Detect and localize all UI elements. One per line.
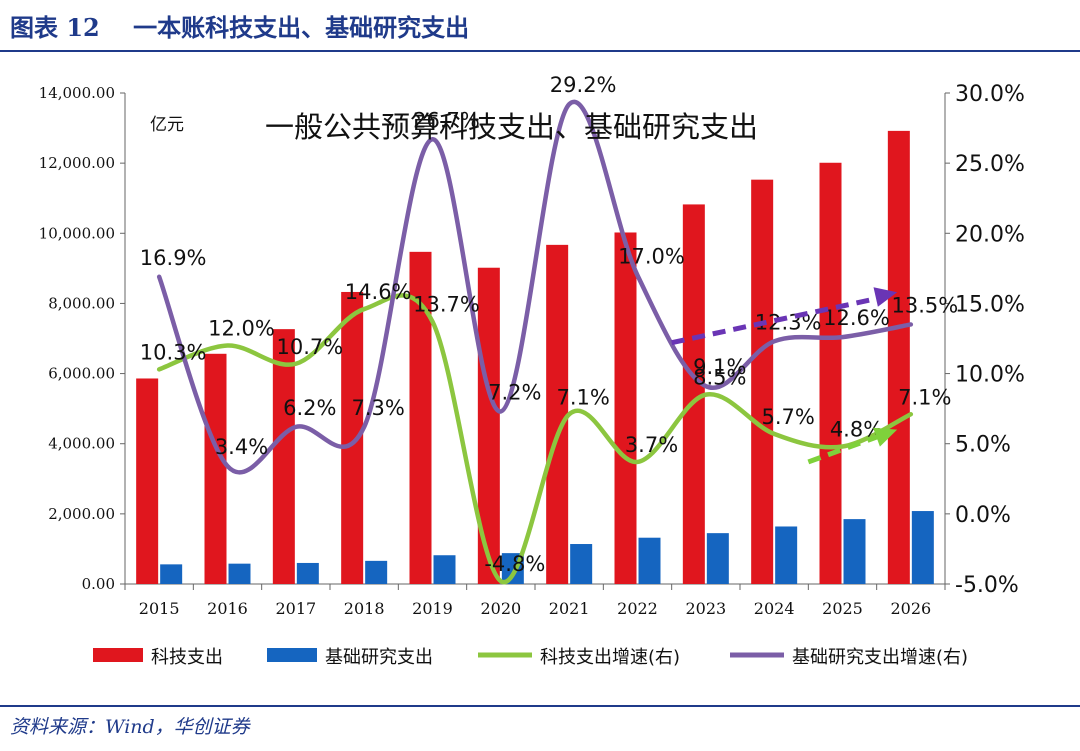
x-tick-label: 2018 xyxy=(344,599,385,618)
legend-label: 科技支出增速(右) xyxy=(540,647,680,668)
figure-title: 图表 12 一本账科技支出、基础研究支出 xyxy=(10,13,470,42)
data-label: 16.9% xyxy=(140,246,207,270)
bar-basic-research xyxy=(843,519,866,584)
y-tick-label-right: 5.0% xyxy=(955,433,1011,458)
x-tick-label: 2015 xyxy=(139,599,180,618)
data-label: 5.7% xyxy=(761,405,814,429)
bar-basic-research xyxy=(160,564,183,584)
line-tech-growth xyxy=(156,293,914,585)
x-tick-label: 2023 xyxy=(685,599,726,618)
bar-tech-spending xyxy=(751,179,774,584)
bar-tech-spending xyxy=(614,232,637,584)
x-tick-label: 2021 xyxy=(549,599,590,618)
y-tick-label-right: 10.0% xyxy=(955,363,1025,388)
header-rule xyxy=(0,50,1080,52)
data-label: 14.6% xyxy=(345,280,412,304)
bar-basic-research xyxy=(638,537,661,584)
line-research-growth xyxy=(156,99,914,475)
figure-header: 图表 12 一本账科技支出、基础研究支出 xyxy=(0,0,1080,50)
data-label: 7.1% xyxy=(556,385,609,409)
data-label: 12.6% xyxy=(823,306,890,330)
chart: 0.00 2,000.00 4,000.00 6,000.00 8,000.00 10,0… xyxy=(39,73,1025,668)
bar-basic-research xyxy=(570,544,593,584)
legend-label: 基础研究支出 xyxy=(325,647,433,668)
legend-swatch xyxy=(267,648,317,662)
y-tick-label-left: 10,000.00 xyxy=(39,224,115,242)
bar-tech-spending xyxy=(887,130,910,584)
trend-arrow-line xyxy=(807,432,885,465)
bar-tech-spending xyxy=(546,244,569,584)
x-tick-label: 2025 xyxy=(822,599,863,618)
x-tick-label: 2020 xyxy=(480,599,521,618)
data-label: 6.2% xyxy=(283,396,336,420)
data-label: 13.5% xyxy=(891,293,958,317)
y-tick-label-left: 6,000.00 xyxy=(48,365,115,383)
bar-basic-research xyxy=(775,526,798,584)
x-tick-label: 2019 xyxy=(412,599,453,618)
y-tick-label-left: 0.00 xyxy=(82,575,115,593)
chart-title: 一般公共预算科技支出、基础研究支出 xyxy=(265,110,758,144)
legend-swatch xyxy=(93,648,143,662)
data-label: 3.7% xyxy=(625,433,678,457)
footer-rule xyxy=(0,705,1080,707)
y-axis-unit: 亿元 xyxy=(150,115,184,135)
data-label: 26.7% xyxy=(413,108,480,132)
trend-arrow-head xyxy=(873,287,898,307)
trend-arrow-line xyxy=(671,294,884,346)
bar-tech-spending xyxy=(819,162,842,584)
data-label: 10.7% xyxy=(276,335,343,359)
bar-basic-research xyxy=(296,562,319,584)
y-tick-label-right: 20.0% xyxy=(955,222,1025,247)
trend-arrow-head xyxy=(873,427,898,447)
y-tick-label-left: 8,000.00 xyxy=(48,294,115,312)
bar-tech-spending xyxy=(204,353,227,584)
bar-tech-spending xyxy=(272,329,295,584)
data-label: 12.0% xyxy=(208,317,275,341)
x-tick-label: 2022 xyxy=(617,599,658,618)
bar-basic-research xyxy=(228,563,251,584)
bar-basic-research xyxy=(706,533,729,584)
data-label: 29.2% xyxy=(550,73,617,97)
data-label: 3.4% xyxy=(215,435,268,459)
x-tick-label: 2016 xyxy=(207,599,248,618)
figure-source: 资料来源：Wind，华创证券 xyxy=(10,716,250,738)
y-tick-label-right: 30.0% xyxy=(955,82,1025,107)
bar-tech-spending xyxy=(477,267,500,584)
bar-basic-research xyxy=(433,555,456,584)
y-tick-label-right: 25.0% xyxy=(955,152,1025,177)
data-label: 7.2% xyxy=(488,380,541,404)
data-label: 10.3% xyxy=(140,340,207,364)
y-tick-label-left: 12,000.00 xyxy=(39,154,115,172)
bar-tech-spending xyxy=(409,251,432,584)
data-label: 7.3% xyxy=(351,396,404,420)
legend-label: 科技支出 xyxy=(151,647,223,668)
bar-tech-spending xyxy=(682,204,705,584)
y-tick-label-right: 15.0% xyxy=(955,292,1025,317)
y-tick-label-left: 14,000.00 xyxy=(39,84,115,102)
data-label: -4.8% xyxy=(484,552,545,576)
bar-basic-research xyxy=(365,560,388,584)
data-label: 7.1% xyxy=(898,385,951,409)
data-label: 9.1% xyxy=(693,355,746,379)
data-label: 17.0% xyxy=(618,244,685,268)
data-label: 13.7% xyxy=(413,293,480,317)
x-tick-label: 2024 xyxy=(754,599,795,618)
y-tick-label-right: -5.0% xyxy=(955,573,1019,598)
x-tick-label: 2026 xyxy=(890,599,931,618)
bar-basic-research xyxy=(911,511,934,584)
bar-tech-spending xyxy=(136,378,159,584)
legend-label: 基础研究支出增速(右) xyxy=(792,647,968,668)
data-label: 8.5% xyxy=(693,366,746,390)
y-tick-label-left: 4,000.00 xyxy=(48,435,115,453)
bar-tech-spending xyxy=(341,291,364,584)
x-tick-label: 2017 xyxy=(275,599,316,618)
y-tick-label-right: 0.0% xyxy=(955,503,1011,528)
y-tick-label-left: 2,000.00 xyxy=(48,505,115,523)
